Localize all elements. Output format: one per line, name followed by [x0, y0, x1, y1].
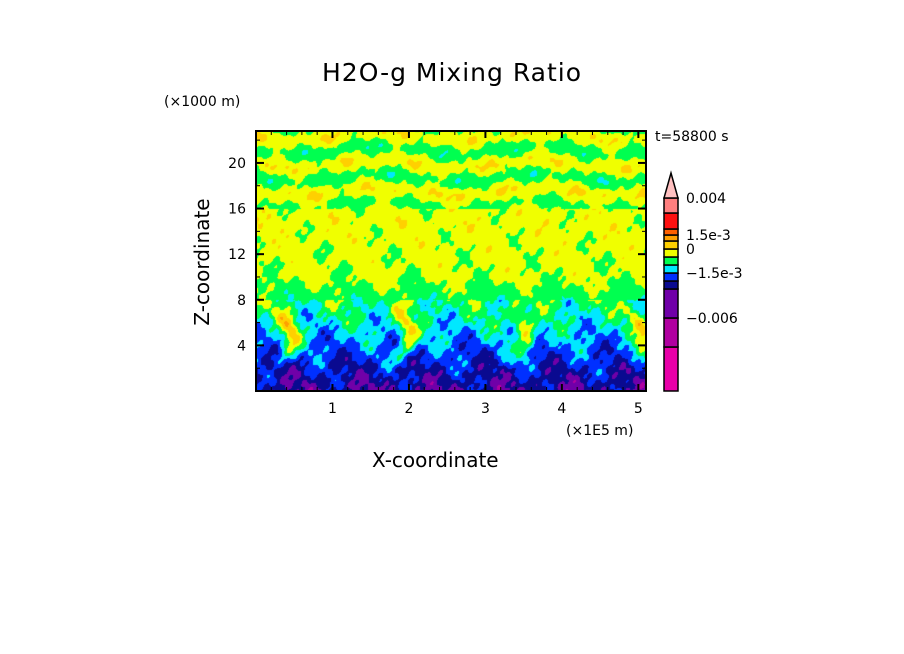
x-tick-label: 5	[634, 401, 643, 417]
y-tick-label: 4	[237, 338, 246, 354]
colorbar-swatch	[663, 240, 679, 250]
y-tick-label: 20	[228, 156, 246, 172]
colorbar-label: −0.006	[686, 311, 738, 327]
colorbar-label: 0.004	[686, 191, 726, 207]
y-tick-label: 16	[228, 202, 246, 218]
colorbar-swatch	[663, 248, 679, 258]
chart-title: H2O-g Mixing Ratio	[321, 58, 583, 87]
x-tick-label: 1	[328, 401, 337, 417]
colorbar-swatch	[663, 197, 679, 214]
x-tick-label: 2	[404, 401, 413, 417]
x-axis-label: X-coordinate	[372, 448, 499, 472]
colorbar-swatch	[663, 272, 679, 282]
colorbar-swatch	[663, 288, 679, 319]
y-axis-unit: (×1000 m)	[164, 94, 241, 110]
plot-frame	[255, 130, 647, 392]
colorbar-swatch	[663, 212, 679, 230]
x-tick-label: 4	[557, 401, 566, 417]
colorbar-label: −1.5e-3	[686, 266, 743, 282]
colorbar-swatch	[663, 317, 679, 348]
colorbar-swatch	[663, 280, 679, 290]
x-tick-label: 3	[481, 401, 490, 417]
y-tick-label: 12	[228, 247, 246, 263]
colorbar-label: 1.5e-3	[686, 228, 731, 244]
colorbar-swatch	[663, 256, 679, 266]
colorbar-swatch	[663, 264, 679, 274]
colorbar-label: 0	[686, 242, 695, 258]
x-axis-unit: (×1E5 m)	[566, 423, 634, 439]
colorbar-swatch	[663, 346, 679, 392]
y-tick-label: 8	[237, 293, 246, 309]
time-label: t=58800 s	[655, 129, 729, 145]
colorbar-swatch	[663, 234, 679, 242]
colorbar-extend-arrow	[663, 170, 679, 199]
colorbar-swatch	[663, 228, 679, 236]
heatmap-field	[256, 131, 646, 391]
